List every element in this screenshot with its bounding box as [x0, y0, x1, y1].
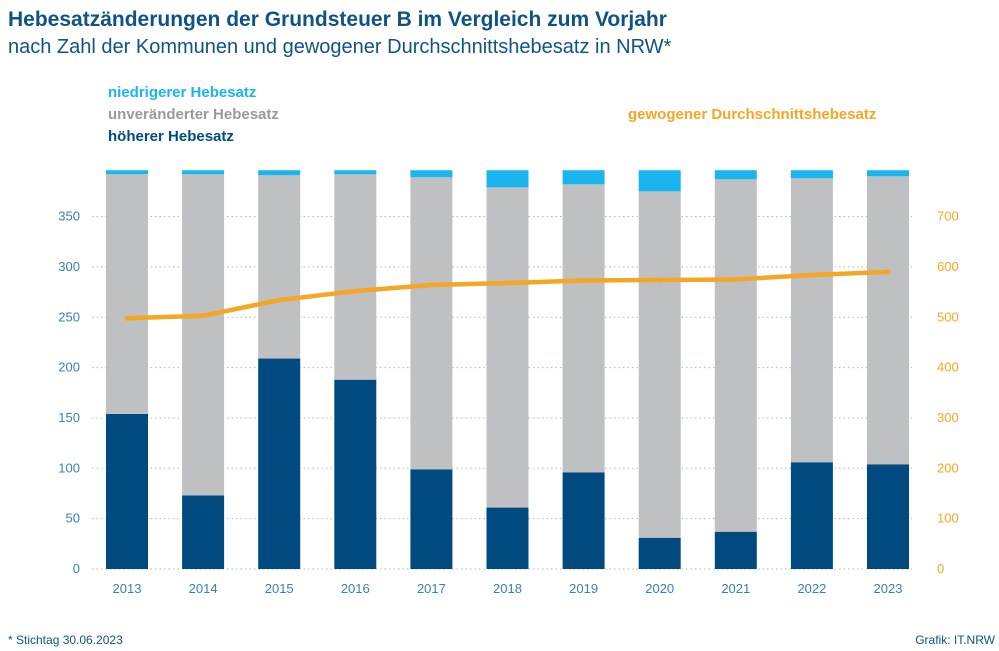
bar-segment [714, 170, 757, 180]
bar-segment [334, 379, 377, 569]
average-line-point [657, 277, 663, 283]
bar-segment [486, 187, 529, 508]
footnote: * Stichtag 30.06.2023 [8, 633, 123, 647]
right-tick-label: 700 [937, 209, 959, 224]
bar-segment [106, 413, 148, 569]
legend-higher-rate: höherer Hebesatz [108, 128, 234, 145]
bar-segment [106, 174, 148, 414]
bar-segment [258, 175, 301, 359]
legend-unchanged-rate: unveränderter Hebesatz [108, 106, 279, 123]
bar-segment [714, 179, 757, 532]
average-line-point [885, 269, 891, 275]
left-tick-label: 150 [58, 410, 80, 425]
chart-title: Hebesatzänderungen der Grundsteuer B im … [8, 8, 667, 31]
right-tick-label: 600 [937, 259, 959, 274]
x-tick-label: 2015 [265, 581, 294, 596]
bar-segment [790, 170, 833, 179]
x-axis: 2013 2014 2015 2016 2017 2018 2019 2020 2021 2022… [113, 581, 903, 596]
left-tick-label: 300 [58, 259, 80, 274]
bar-segment [867, 176, 909, 465]
bar-segment [334, 174, 377, 380]
x-tick-label: 2020 [645, 581, 674, 596]
x-tick-label: 2022 [797, 581, 826, 596]
average-line-point [581, 277, 587, 283]
bar-segment [867, 464, 909, 569]
average-line-point [276, 297, 282, 303]
bar-segment [182, 170, 225, 175]
source-credit: Grafik: IT.NRW [915, 633, 995, 647]
left-tick-label: 350 [58, 209, 80, 224]
bar-segment [486, 507, 529, 569]
x-tick-label: 2014 [189, 581, 218, 596]
bar-segment [790, 178, 833, 463]
right-axis: 0 100 200 300 400 500 600 700 [937, 209, 959, 576]
average-line-point [809, 272, 815, 278]
average-line-point [124, 315, 130, 321]
bar-segment [638, 191, 681, 538]
bar-segment [258, 358, 301, 569]
right-tick-label: 0 [937, 561, 944, 576]
average-line-point [733, 276, 739, 282]
x-tick-label: 2013 [113, 581, 142, 596]
left-tick-label: 200 [58, 360, 80, 375]
left-tick-label: 0 [73, 561, 80, 576]
right-tick-label: 300 [937, 410, 959, 425]
x-tick-label: 2019 [569, 581, 598, 596]
bar-segment [562, 170, 605, 185]
average-line [124, 269, 891, 321]
bar-segment [714, 531, 757, 569]
bar-segment [334, 170, 377, 175]
bar-segment [410, 469, 453, 569]
x-tick-label: 2016 [341, 581, 370, 596]
bar-segment [638, 537, 681, 569]
bar-segment [790, 462, 833, 569]
bar-segment [562, 184, 605, 473]
bar-segment [410, 170, 453, 178]
left-tick-label: 250 [58, 309, 80, 324]
left-tick-label: 50 [66, 511, 80, 526]
average-line-point [352, 288, 358, 294]
x-tick-label: 2017 [417, 581, 446, 596]
bar-segment [182, 495, 225, 569]
bar-segment [258, 170, 301, 176]
bar-segment [562, 472, 605, 569]
chart-subtitle: nach Zahl der Kommunen und gewogener Dur… [8, 36, 672, 58]
right-tick-label: 200 [937, 460, 959, 475]
bar-segment [486, 170, 529, 188]
x-tick-label: 2023 [874, 581, 903, 596]
average-line-point [428, 282, 434, 288]
bar-segment [182, 174, 225, 496]
bar-segment [106, 170, 148, 175]
bar-stacks [106, 170, 909, 569]
bar-segment [410, 177, 453, 470]
left-tick-label: 100 [58, 460, 80, 475]
right-tick-label: 100 [937, 511, 959, 526]
x-tick-label: 2021 [721, 581, 750, 596]
right-tick-label: 500 [937, 309, 959, 324]
legend-lower-rate: niedrigerer Hebesatz [108, 84, 257, 101]
legend-weighted-average: gewogener Durchschnittshebesatz [628, 106, 877, 123]
average-line-point [505, 280, 510, 286]
left-axis: 0 50 100 150 200 250 300 350 [58, 209, 80, 576]
right-tick-label: 400 [937, 360, 959, 375]
x-tick-label: 2018 [493, 581, 522, 596]
bar-segment [638, 170, 681, 192]
bar-segment [867, 170, 909, 177]
average-line-point [200, 313, 206, 319]
